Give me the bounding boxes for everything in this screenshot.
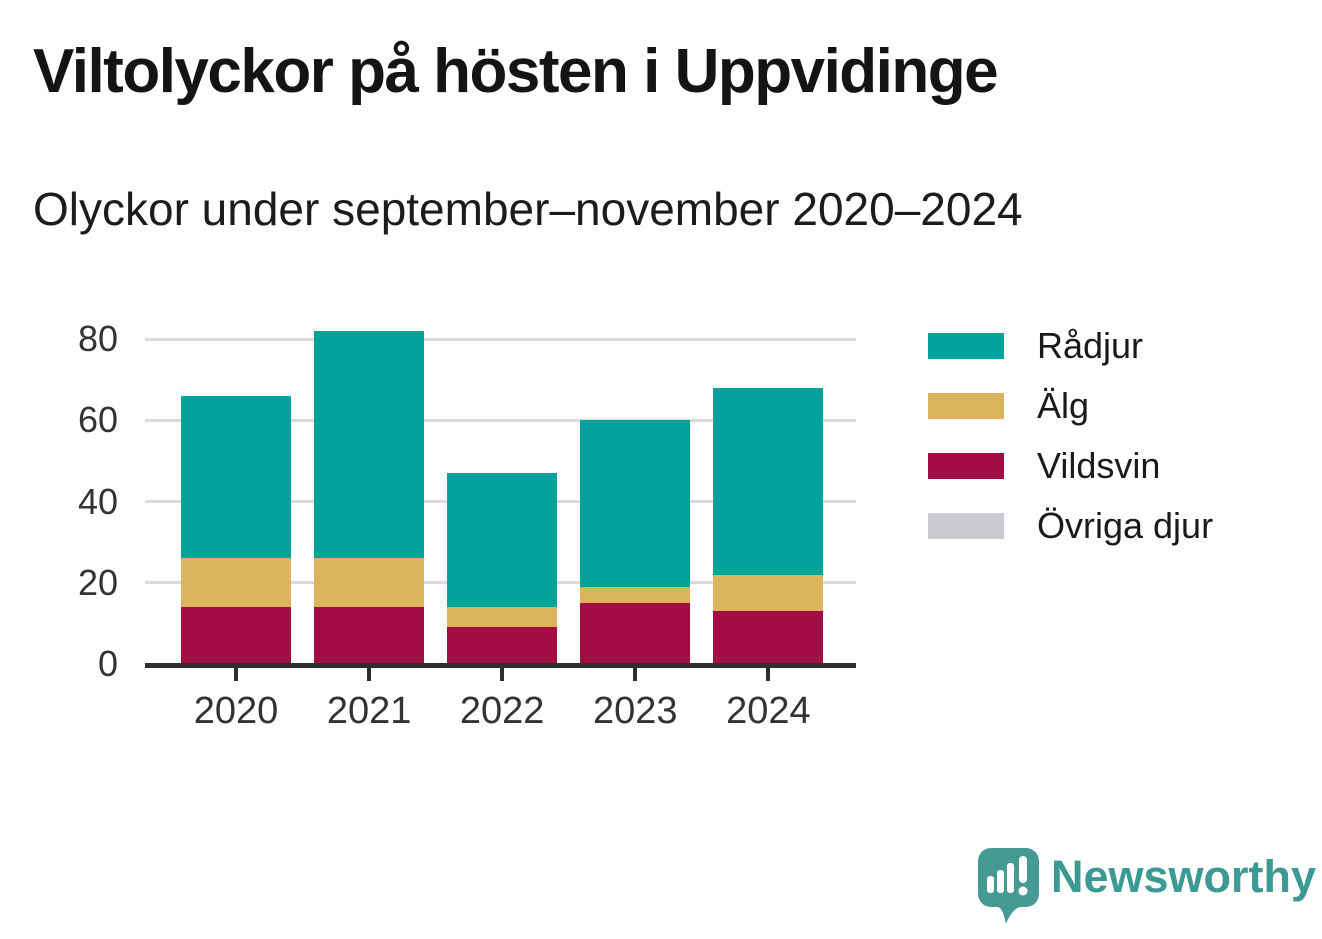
legend-label: Älg	[1037, 385, 1090, 426]
legend-item-vildsvin: Vildsvin	[928, 445, 1248, 486]
y-axis-label: 40	[77, 480, 118, 522]
y-axis-label: 80	[77, 318, 118, 360]
x-axis-tick	[633, 668, 638, 681]
y-axis-label: 0	[97, 643, 118, 684]
x-axis-label: 2022	[459, 690, 545, 732]
bar-segment-älg	[314, 558, 425, 608]
bar-segment-rådjur	[181, 396, 291, 559]
legend-label: Övriga djur	[1037, 505, 1214, 546]
x-axis-tick	[367, 668, 372, 681]
x-axis-tick	[500, 668, 505, 681]
x-axis-line	[145, 663, 856, 668]
x-axis-label: 2020	[193, 690, 279, 732]
chart-legend: Rådjur Älg Vildsvin Övriga djur	[928, 325, 1248, 583]
chart-title: Viltolyckor på hösten i Uppvidinge	[33, 37, 999, 106]
bar-segment-rådjur	[580, 420, 691, 587]
bar-segment-rådjur	[713, 387, 824, 575]
x-axis-label: 2023	[593, 690, 678, 732]
legend-item-älg: Älg	[928, 385, 1248, 426]
x-axis-tick	[766, 668, 771, 681]
y-axis-label: 20	[77, 561, 118, 603]
legend-swatch	[928, 393, 1004, 419]
legend-item-rådjur: Rådjur	[928, 325, 1248, 366]
bar-segment-vildsvin	[181, 607, 291, 664]
y-gridline	[145, 337, 856, 341]
bar-segment-rådjur	[447, 473, 558, 608]
newsworthy-logo-text: Newsworthy	[1051, 851, 1317, 902]
y-axis-label: 60	[77, 399, 118, 441]
x-axis-label: 2021	[326, 690, 412, 732]
x-axis-label: 2024	[726, 690, 811, 732]
bar-segment-älg	[713, 574, 824, 612]
bar-segment-vildsvin	[447, 627, 558, 664]
newsworthy-branding: Newsworthy	[977, 845, 1322, 925]
bar-segment-rådjur	[314, 331, 425, 559]
bar-segment-älg	[181, 558, 291, 608]
y-gridline	[145, 418, 856, 422]
bar-segment-älg	[447, 607, 558, 628]
legend-swatch	[928, 333, 1004, 359]
bar-segment-vildsvin	[314, 607, 425, 664]
x-axis-tick	[234, 668, 238, 681]
newsworthy-logo-icon	[978, 848, 1039, 924]
legend-item-övriga-djur: Övriga djur	[928, 505, 1248, 546]
chart-subtitle: Olyckor under september–november 2020–20…	[33, 183, 1023, 235]
bar-segment-älg	[580, 586, 691, 604]
legend-label: Rådjur	[1037, 325, 1144, 366]
legend-swatch	[928, 513, 1004, 539]
bar-segment-vildsvin	[713, 611, 824, 664]
legend-swatch	[928, 453, 1004, 479]
legend-label: Vildsvin	[1037, 445, 1161, 486]
bar-segment-vildsvin	[580, 603, 691, 664]
